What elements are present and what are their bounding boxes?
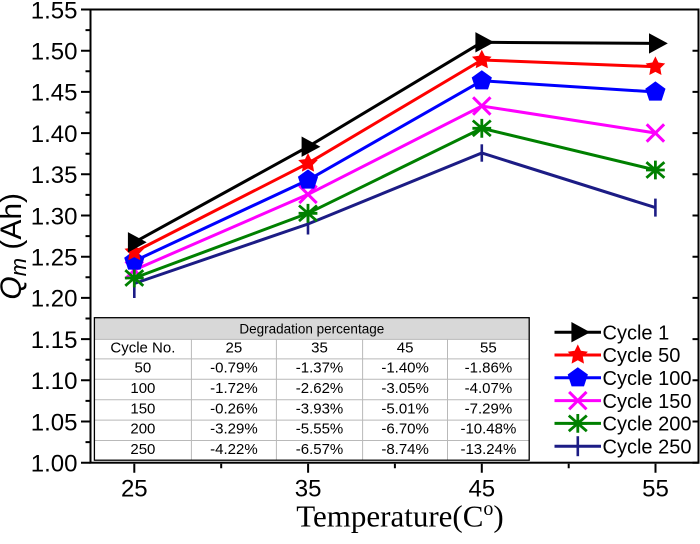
svg-text:1.10: 1.10 bbox=[31, 368, 78, 395]
svg-text:50: 50 bbox=[135, 360, 152, 377]
svg-text:-1.37%: -1.37% bbox=[296, 360, 344, 377]
svg-text:-3.05%: -3.05% bbox=[381, 380, 429, 397]
svg-text:-2.62%: -2.62% bbox=[296, 380, 344, 397]
svg-text:55: 55 bbox=[480, 340, 497, 357]
svg-text:1.40: 1.40 bbox=[31, 121, 78, 148]
svg-text:25: 25 bbox=[226, 340, 243, 357]
svg-text:1.25: 1.25 bbox=[31, 245, 78, 272]
svg-text:-6.57%: -6.57% bbox=[296, 441, 344, 458]
svg-text:-1.86%: -1.86% bbox=[465, 360, 513, 377]
svg-text:55: 55 bbox=[642, 476, 669, 503]
svg-text:100: 100 bbox=[130, 380, 155, 397]
svg-text:Degradation percentage: Degradation percentage bbox=[239, 321, 384, 336]
svg-text:-8.74%: -8.74% bbox=[381, 441, 429, 458]
svg-text:-6.70%: -6.70% bbox=[381, 421, 429, 438]
svg-text:45: 45 bbox=[397, 340, 414, 357]
svg-text:35: 35 bbox=[311, 340, 328, 357]
svg-text:-4.22%: -4.22% bbox=[210, 441, 258, 458]
svg-text:-1.40%: -1.40% bbox=[381, 360, 429, 377]
svg-text:Cycle 200: Cycle 200 bbox=[603, 414, 692, 436]
svg-text:1.20: 1.20 bbox=[31, 286, 78, 313]
svg-text:1.55: 1.55 bbox=[31, 0, 78, 24]
svg-text:-1.72%: -1.72% bbox=[210, 380, 258, 397]
svg-text:45: 45 bbox=[468, 476, 495, 503]
svg-text:Cycle 100: Cycle 100 bbox=[603, 368, 692, 390]
svg-text:-5.01%: -5.01% bbox=[381, 400, 429, 417]
svg-text:Temperature(Co): Temperature(Co) bbox=[296, 498, 504, 534]
svg-text:Cycle 1: Cycle 1 bbox=[603, 322, 670, 344]
svg-text:Cycle No.: Cycle No. bbox=[110, 340, 175, 357]
svg-text:1.45: 1.45 bbox=[31, 80, 78, 107]
svg-text:Qm (Ah): Qm (Ah) bbox=[0, 193, 31, 300]
svg-text:1.15: 1.15 bbox=[31, 327, 78, 354]
svg-text:Cycle 150: Cycle 150 bbox=[603, 391, 692, 413]
svg-text:Cycle 250: Cycle 250 bbox=[603, 436, 692, 458]
svg-text:-3.93%: -3.93% bbox=[296, 400, 344, 417]
svg-text:25: 25 bbox=[121, 476, 148, 503]
svg-text:-13.24%: -13.24% bbox=[460, 441, 516, 458]
svg-text:-0.26%: -0.26% bbox=[210, 400, 258, 417]
svg-text:1.00: 1.00 bbox=[31, 451, 78, 478]
svg-text:200: 200 bbox=[130, 421, 155, 438]
svg-text:Cycle 50: Cycle 50 bbox=[603, 345, 681, 367]
svg-text:-5.55%: -5.55% bbox=[296, 421, 344, 438]
svg-text:1.30: 1.30 bbox=[31, 203, 78, 230]
svg-text:-0.79%: -0.79% bbox=[210, 360, 258, 377]
svg-text:-3.29%: -3.29% bbox=[210, 421, 258, 438]
svg-text:-10.48%: -10.48% bbox=[460, 421, 516, 438]
svg-text:1.35: 1.35 bbox=[31, 162, 78, 189]
svg-text:-4.07%: -4.07% bbox=[465, 380, 513, 397]
svg-text:1.50: 1.50 bbox=[31, 39, 78, 66]
svg-text:1.05: 1.05 bbox=[31, 409, 78, 436]
svg-text:35: 35 bbox=[295, 476, 322, 503]
svg-text:250: 250 bbox=[130, 441, 155, 458]
svg-text:150: 150 bbox=[130, 400, 155, 417]
svg-text:-7.29%: -7.29% bbox=[465, 400, 513, 417]
